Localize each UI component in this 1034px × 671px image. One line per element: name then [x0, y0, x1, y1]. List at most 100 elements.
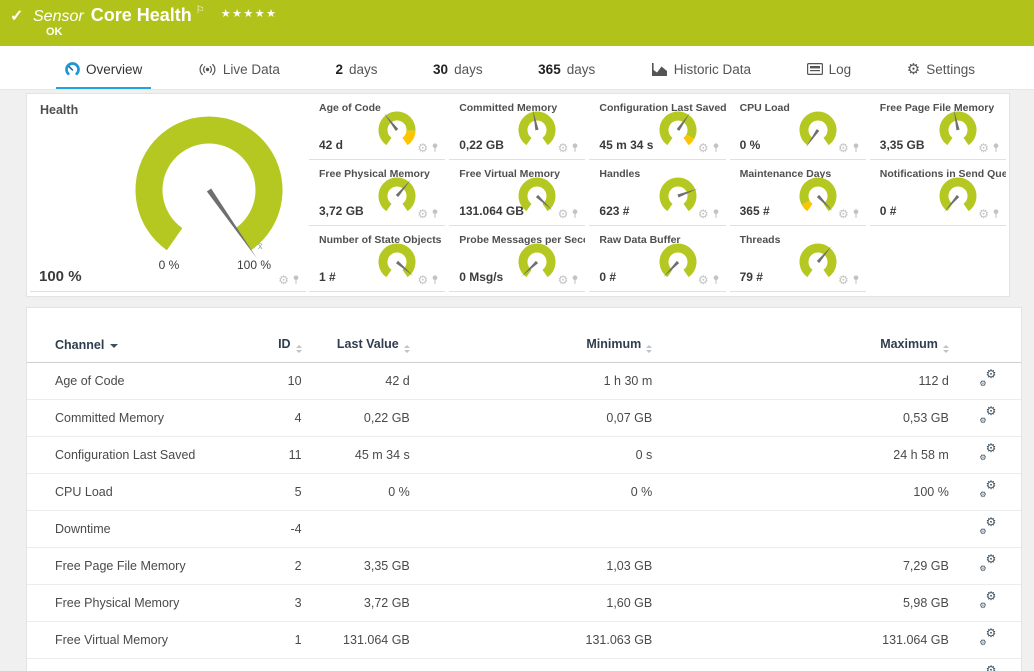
channel-settings-icon[interactable]: ⚙⚙ — [979, 367, 997, 388]
flag-icon[interactable]: ⚐ — [195, 5, 205, 16]
gear-icon[interactable]: ⚙ — [838, 141, 849, 155]
tab-2-days[interactable]: 2 days — [326, 51, 386, 89]
cell-id: 2 — [245, 547, 308, 585]
cell-maximum: 817 # — [658, 658, 955, 671]
channel-table-panel: Channel ID Last Value Minimum Maximum Ag… — [26, 307, 1022, 671]
pin-icon[interactable] — [571, 208, 579, 220]
pin-icon[interactable] — [431, 142, 439, 154]
column-header-last-value[interactable]: Last Value — [307, 328, 416, 363]
cell-maximum: 24 h 58 m — [658, 436, 955, 474]
gauge-cell-number-of-state-objects[interactable]: Number of State Objects 1 # ⚙ — [309, 226, 446, 292]
column-header-channel[interactable]: Channel — [27, 328, 246, 363]
pin-icon[interactable] — [852, 208, 860, 220]
tab-30-days[interactable]: 30 days — [424, 51, 492, 89]
pin-icon[interactable] — [571, 274, 579, 286]
gauge-dial — [518, 243, 556, 278]
cell-minimum: 0 s — [415, 436, 659, 474]
pin-icon[interactable] — [431, 274, 439, 286]
gauge-cell-handles[interactable]: Handles 623 # ⚙ — [589, 160, 726, 226]
gauge-dial — [799, 243, 837, 278]
pin-icon[interactable] — [292, 274, 300, 286]
gear-icon[interactable]: ⚙ — [697, 273, 709, 287]
gauge-cell-cpu-load[interactable]: CPU Load 0 % ⚙ — [729, 94, 866, 160]
cell-maximum: 100 % — [658, 473, 955, 511]
gauge-dial — [939, 109, 977, 146]
gauge-value: 623 # — [599, 204, 630, 218]
channel-settings-icon[interactable]: ⚙⚙ — [985, 663, 997, 671]
tab-label: days — [566, 61, 596, 77]
pin-icon[interactable] — [712, 274, 720, 286]
gauge-cell-threads[interactable]: Threads 79 # ⚙ — [729, 226, 866, 292]
gauge-title: Free Virtual Memory — [459, 168, 560, 180]
gear-icon[interactable]: ⚙ — [838, 273, 849, 287]
gauge-title: Handles — [599, 168, 641, 180]
gauge-title: Free Physical Memory — [319, 168, 430, 180]
gauge-title: Age of Code — [319, 102, 381, 114]
channel-settings-icon[interactable]: ⚙⚙ — [979, 626, 997, 647]
gauge-cell-age-of-code[interactable]: Age of Code 42 d ⚙ — [309, 94, 446, 160]
gear-icon[interactable]: ⚙ — [697, 141, 709, 155]
cell-minimum: 597 # — [415, 658, 659, 671]
channel-settings-icon[interactable]: ⚙⚙ — [979, 404, 997, 425]
cell-last-value: 131.064 GB — [307, 621, 416, 659]
priority-stars[interactable]: ★★★★★ — [220, 8, 278, 20]
gear-icon[interactable]: ⚙ — [697, 207, 709, 221]
tab-365-days[interactable]: 365 days — [529, 51, 604, 89]
gear-icon[interactable]: ⚙ — [838, 207, 849, 221]
table-row-free-physical-memory: Free Physical Memory 3 3,72 GB 1,60 GB 5… — [27, 584, 1021, 622]
gauge-cell-health[interactable]: Health 0 % 100 % x̄ 100 % ⚙ — [30, 94, 306, 292]
gauge-scale-min: 0 % — [158, 258, 180, 272]
pin-icon[interactable] — [431, 208, 439, 220]
channel-settings-icon[interactable]: ⚙⚙ — [979, 552, 997, 573]
pin-icon[interactable] — [852, 274, 860, 286]
gauge-cell-free-page-file-memory[interactable]: Free Page File Memory 3,35 GB ⚙ — [869, 94, 1006, 160]
gear-icon[interactable]: ⚙ — [557, 273, 569, 287]
cell-id: 3 — [245, 584, 308, 622]
gauge-cell-maintenance-days[interactable]: Maintenance Days 365 # ⚙ — [729, 160, 866, 226]
gear-icon[interactable]: ⚙ — [557, 141, 569, 155]
tab-label: Log — [828, 61, 852, 77]
tab-overview[interactable]: Overview — [56, 51, 152, 89]
gauge-cell-raw-data-buffer[interactable]: Raw Data Buffer 0 # ⚙ — [589, 226, 726, 292]
gear-icon[interactable]: ⚙ — [978, 141, 989, 155]
gauge-dial — [659, 177, 698, 212]
tab-label: days — [454, 61, 483, 77]
gauge-cell-configuration-last-saved[interactable]: Configuration Last Saved 45 m 34 s ⚙ — [589, 94, 726, 160]
pin-icon[interactable] — [852, 142, 860, 154]
gauge-dial — [378, 111, 416, 146]
column-header-maximum[interactable]: Maximum — [658, 328, 955, 363]
gear-icon: ⚙ — [906, 60, 921, 78]
gauge-cell-free-physical-memory[interactable]: Free Physical Memory 3,72 GB ⚙ — [309, 160, 446, 226]
column-header-id[interactable]: ID — [245, 328, 308, 363]
pin-icon[interactable] — [992, 142, 1000, 154]
pin-icon[interactable] — [712, 142, 720, 154]
gear-icon[interactable]: ⚙ — [417, 273, 429, 287]
pin-icon[interactable] — [992, 208, 1000, 220]
gauge-cell-notifications-in-send-queue[interactable]: Notifications in Send Queue 0 # ⚙ — [869, 160, 1006, 226]
gauge-cell-free-virtual-memory[interactable]: Free Virtual Memory 131.064 GB ⚙ — [449, 160, 586, 226]
pin-icon[interactable] — [712, 208, 720, 220]
tab-historic-data[interactable]: Historic Data — [642, 51, 760, 89]
gear-icon[interactable]: ⚙ — [557, 207, 569, 221]
gear-icon[interactable]: ⚙ — [417, 207, 429, 221]
tab-live-data[interactable]: Live Data — [189, 51, 289, 89]
tab-log[interactable]: Log — [798, 51, 861, 89]
gear-icon[interactable]: ⚙ — [278, 273, 289, 287]
cell-last-value: 3,35 GB — [307, 547, 416, 585]
broadcast-icon — [198, 63, 217, 76]
tab-settings[interactable]: ⚙ Settings — [898, 51, 984, 89]
cell-last-value: 42 d — [307, 362, 416, 400]
column-header-minimum[interactable]: Minimum — [415, 328, 659, 363]
channel-settings-icon[interactable]: ⚙⚙ — [979, 441, 997, 462]
channel-settings-icon[interactable]: ⚙⚙ — [979, 478, 997, 499]
object-kind-label: Sensor — [33, 8, 84, 25]
tab-bar: Overview Live Data 2 days 30 days 365 da… — [0, 46, 1034, 90]
channel-settings-icon[interactable]: ⚙⚙ — [979, 589, 997, 610]
gear-icon[interactable]: ⚙ — [978, 207, 989, 221]
channel-settings-icon[interactable]: ⚙⚙ — [979, 515, 997, 536]
gauge-cell-probe-messages-per-second[interactable]: Probe Messages per Second 0 Msg/s ⚙ — [449, 226, 586, 292]
pin-icon[interactable] — [571, 142, 579, 154]
gauge-cell-committed-memory[interactable]: Committed Memory 0,22 GB ⚙ — [449, 94, 586, 160]
gear-icon[interactable]: ⚙ — [417, 141, 429, 155]
cell-id: 6 — [245, 658, 308, 671]
